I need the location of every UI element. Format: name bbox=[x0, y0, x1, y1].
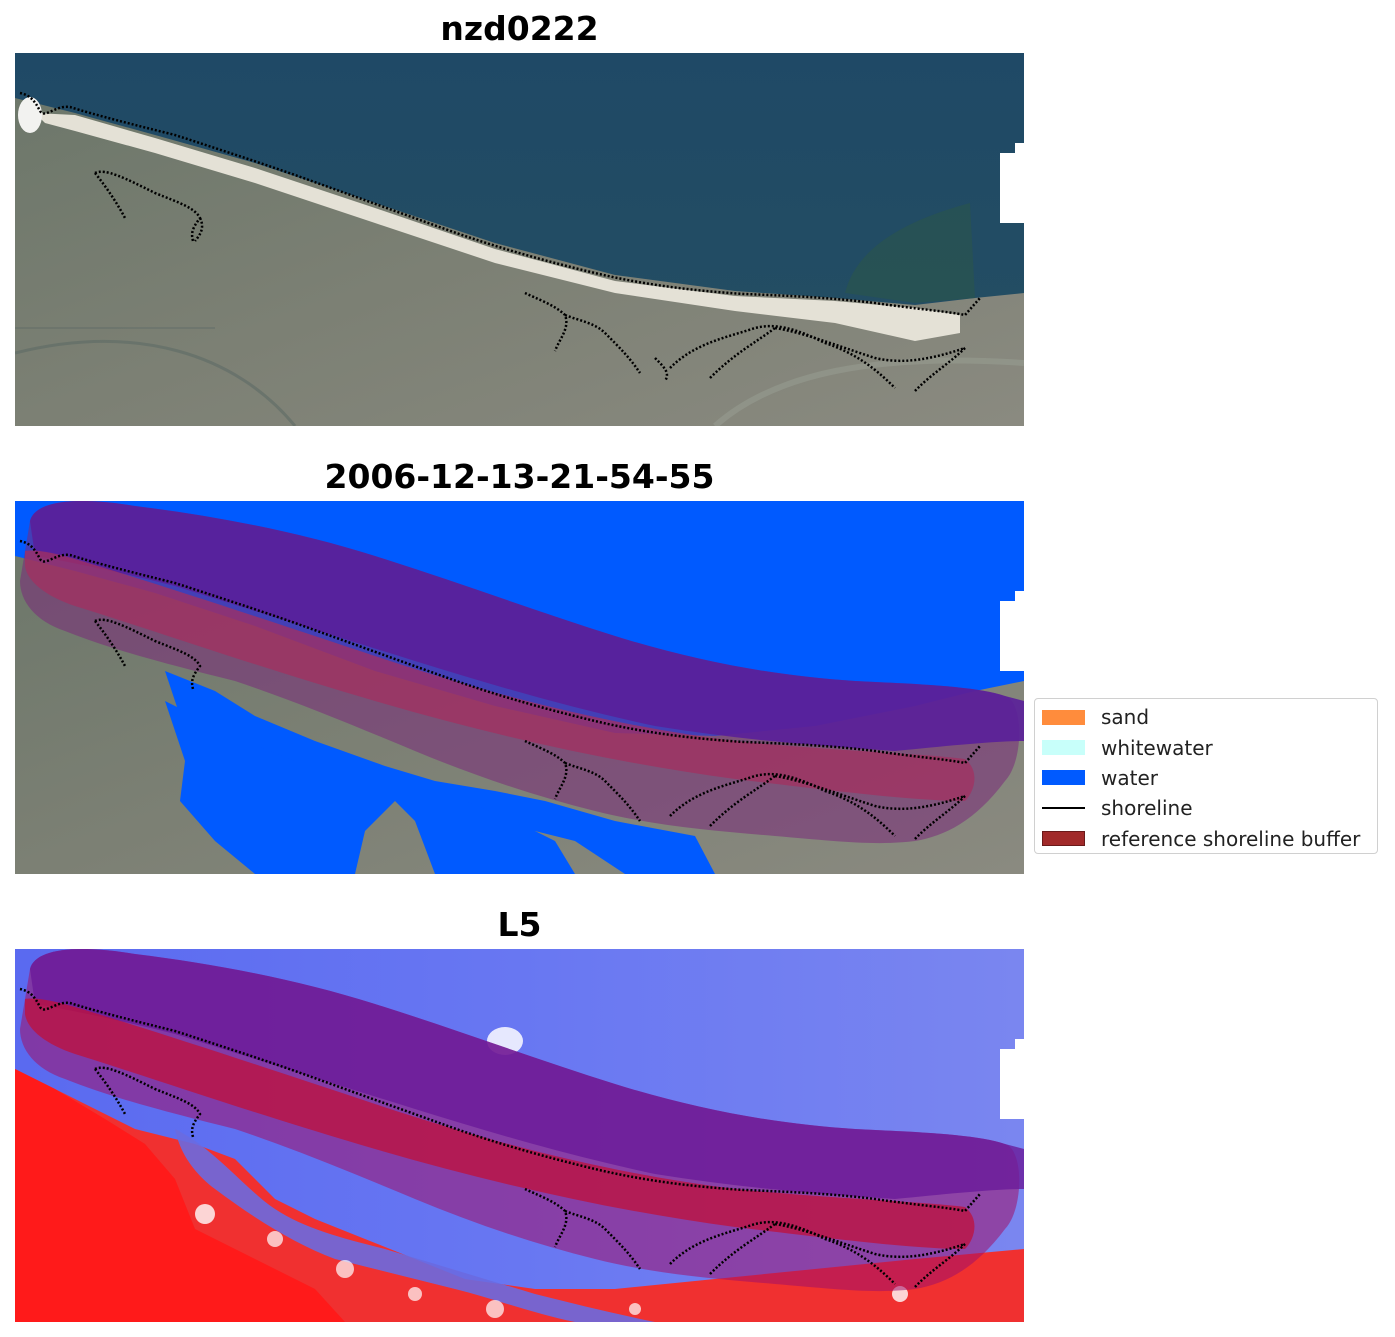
legend-item-shoreline: shoreline bbox=[1035, 793, 1377, 823]
legend-swatch-sand bbox=[1042, 709, 1085, 725]
legend-swatch-whitewater bbox=[1042, 740, 1085, 756]
legend-label-sand: sand bbox=[1101, 705, 1150, 730]
legend-item-reference-buffer: reference shoreline buffer bbox=[1035, 824, 1377, 854]
legend-item-water: water bbox=[1035, 763, 1377, 793]
panel-title-rgb: nzd0222 bbox=[440, 9, 599, 48]
index-image-panel bbox=[15, 949, 1024, 1322]
legend-label-water: water bbox=[1101, 765, 1158, 790]
rgb-image-panel bbox=[15, 53, 1024, 426]
legend: sand whitewater water shoreline referenc… bbox=[1034, 698, 1378, 854]
legend-swatch-water bbox=[1042, 770, 1085, 786]
classified-image-panel bbox=[15, 501, 1024, 874]
legend-item-whitewater: whitewater bbox=[1035, 732, 1377, 762]
legend-label-reference-buffer: reference shoreline buffer bbox=[1101, 826, 1361, 851]
shoreline-contour bbox=[19, 91, 981, 392]
legend-label-shoreline: shoreline bbox=[1101, 796, 1193, 821]
legend-line-shoreline bbox=[1042, 807, 1085, 810]
legend-item-sand: sand bbox=[1035, 702, 1377, 732]
panel-title-classified: 2006-12-13-21-54-55 bbox=[324, 457, 715, 496]
panel-title-index: L5 bbox=[497, 905, 542, 944]
legend-swatch-reference-buffer bbox=[1042, 831, 1085, 847]
legend-label-whitewater: whitewater bbox=[1101, 735, 1213, 760]
